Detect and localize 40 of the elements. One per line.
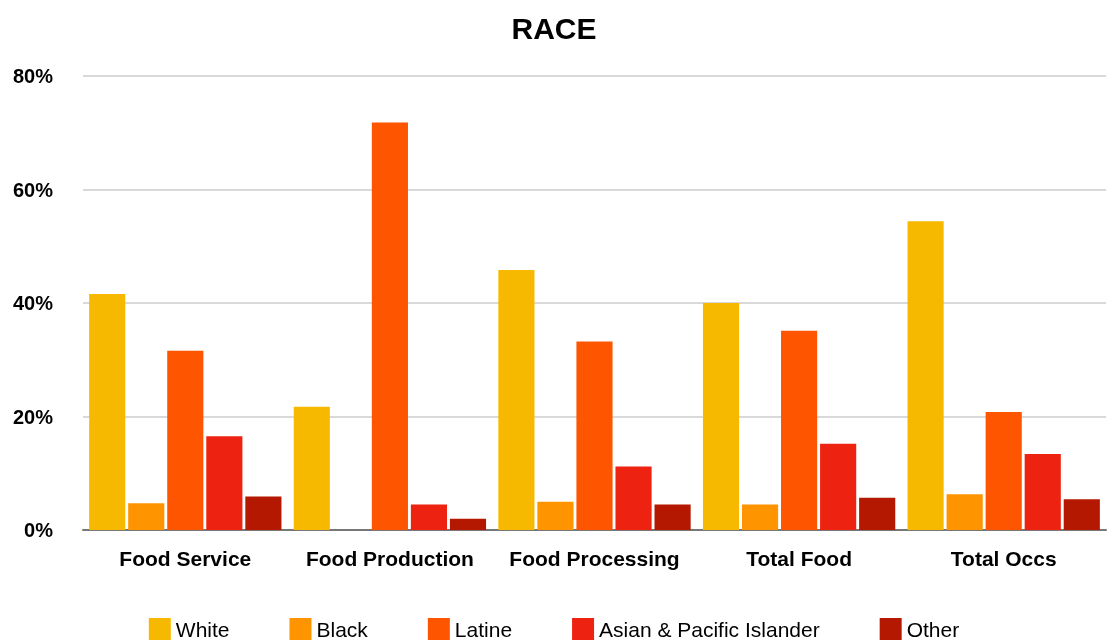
x-tick-label: Total Food: [746, 547, 852, 570]
chart-title: RACE: [511, 11, 597, 45]
bar: [859, 497, 896, 530]
bar: [167, 350, 204, 530]
bar: [371, 122, 408, 530]
x-tick-label: Total Occs: [950, 547, 1057, 570]
bar: [245, 496, 282, 530]
bar: [946, 494, 983, 530]
bar: [907, 221, 944, 530]
bar: [781, 330, 818, 530]
bar: [654, 504, 691, 530]
bar: [128, 503, 165, 530]
legend-label: White: [175, 617, 230, 641]
bar: [615, 466, 652, 530]
legend-label: Other: [906, 617, 960, 641]
legend-label: Black: [316, 617, 369, 641]
bar: [410, 504, 448, 530]
bar: [1063, 499, 1100, 530]
y-tick-label: 60%: [12, 178, 54, 201]
bar: [537, 501, 574, 530]
bar: [576, 341, 613, 530]
bar: [89, 293, 126, 530]
bar: [449, 518, 487, 530]
legend-label: Asian & Pacific Islander: [599, 617, 820, 641]
y-tick-label: 40%: [12, 292, 54, 314]
bar: [702, 303, 740, 530]
bar: [206, 436, 243, 530]
bar: [741, 504, 779, 530]
bar: [1024, 453, 1061, 530]
bar: [293, 406, 330, 530]
y-tick-label: 20%: [12, 405, 54, 428]
y-tick-label: 80%: [12, 65, 54, 87]
x-tick-label: Food Production: [305, 547, 474, 570]
bar: [498, 270, 535, 530]
bar: [820, 443, 857, 530]
bar: [985, 411, 1022, 530]
y-tick-label: 0%: [24, 519, 54, 541]
legend-label: Latine: [454, 617, 513, 641]
x-tick-label: Food Service: [119, 547, 252, 570]
x-tick-label: Food Processing: [509, 547, 680, 570]
